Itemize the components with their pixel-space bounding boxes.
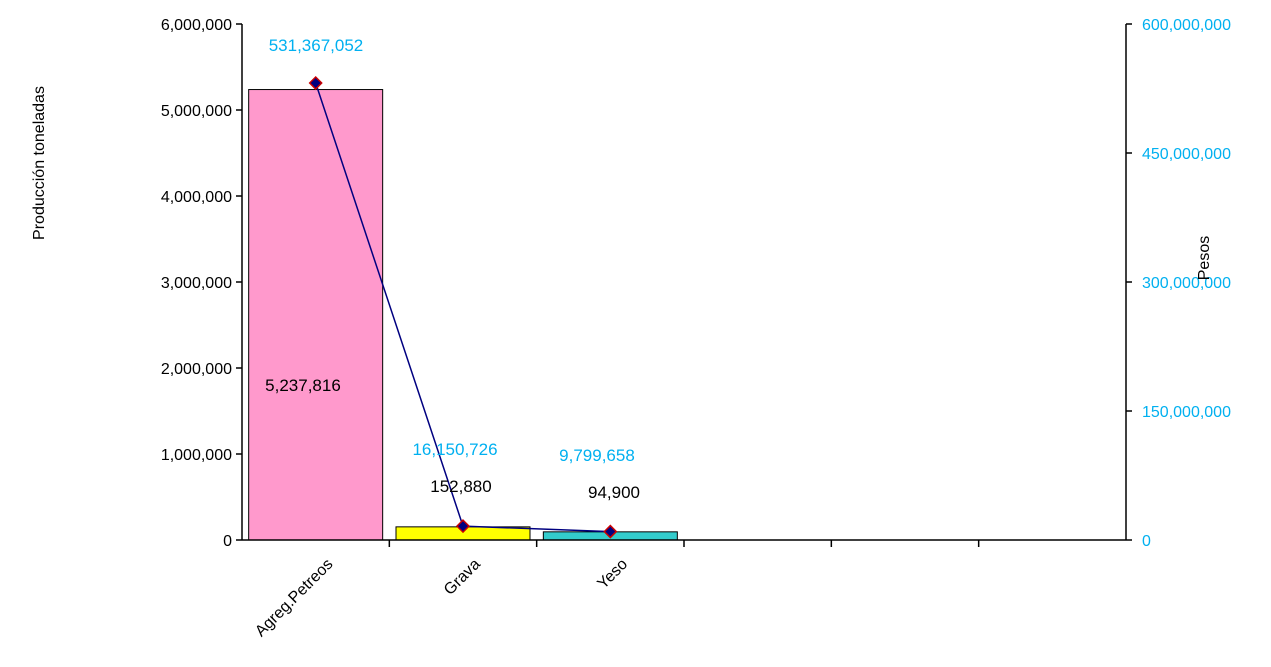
line-data-label: 531,367,052: [269, 36, 364, 55]
line-point: [455, 519, 471, 534]
x-tick-label: Yeso: [594, 556, 631, 593]
y2-tick-label: 150,000,000: [1142, 404, 1231, 421]
y-tick-label: 1,000,000: [161, 447, 232, 464]
data-labels: 5,237,816 152,880 94,900 531,367,052 16,150,…: [265, 36, 640, 502]
y-tick-label: 0: [223, 533, 232, 550]
y2-tick-label: 600,000,000: [1142, 17, 1231, 34]
line-data-label: 16,150,726: [412, 440, 497, 459]
bar-data-label: 152,880: [430, 477, 491, 496]
line-point: [603, 524, 618, 539]
y-tick-label: 5,000,000: [161, 103, 232, 120]
bar-data-label: 5,237,816: [265, 376, 341, 395]
line-data-label: 9,799,658: [559, 446, 635, 465]
x-tick-label: Grava: [441, 556, 484, 599]
y2-axis-title: Pesos: [1196, 236, 1213, 280]
x-tick-label: Agreg.Petreos: [252, 556, 336, 640]
bar: [248, 89, 384, 541]
bar-series: [248, 89, 678, 541]
y-tick-label: 4,000,000: [161, 189, 232, 206]
y2-tick-label: 300,000,000: [1142, 275, 1231, 292]
y2-tick-label: 450,000,000: [1142, 146, 1231, 163]
line-point: [308, 75, 323, 91]
bar-data-label: 94,900: [588, 483, 640, 502]
line-series: [308, 75, 618, 539]
y-tick-label: 3,000,000: [161, 275, 232, 292]
y-axis-title: Producción toneladas: [31, 86, 48, 240]
y-tick-label: 2,000,000: [161, 361, 232, 378]
y2-tick-label: 0: [1142, 533, 1151, 550]
y-tick-label: 6,000,000: [161, 17, 232, 34]
axes: [236, 23, 1132, 547]
